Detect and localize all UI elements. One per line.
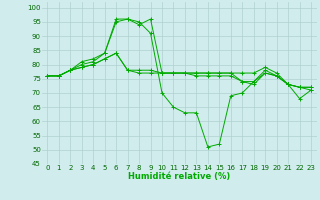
X-axis label: Humidité relative (%): Humidité relative (%) [128, 172, 230, 181]
